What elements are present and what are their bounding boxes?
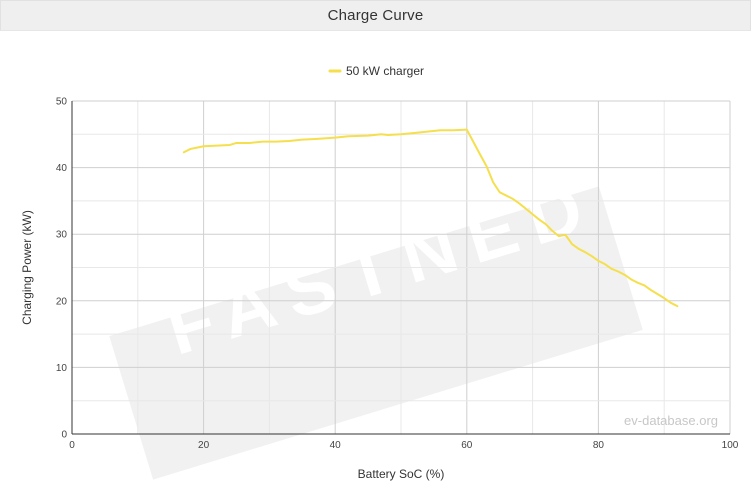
x-tick-label: 40 bbox=[330, 440, 342, 451]
y-tick-label: 50 bbox=[56, 97, 68, 108]
watermark-background bbox=[109, 186, 643, 480]
fastned-watermark: FASTNED bbox=[109, 162, 643, 480]
x-tick-label: 0 bbox=[69, 440, 75, 451]
series-line-0 bbox=[182, 128, 679, 308]
x-axis-ticks: 0 20 40 60 80 100 bbox=[69, 440, 739, 451]
chart-title: Charge Curve bbox=[327, 7, 424, 24]
chart-header: Charge Curve bbox=[0, 0, 751, 31]
y-tick-label: 20 bbox=[56, 296, 68, 307]
y-axis-ticks: 0 10 20 30 40 50 bbox=[56, 97, 68, 441]
x-tick-label: 80 bbox=[593, 440, 605, 451]
y-tick-label: 10 bbox=[56, 363, 68, 374]
y-tick-label: 40 bbox=[56, 163, 68, 174]
credit-text: ev-database.org bbox=[624, 413, 718, 428]
y-tick-label: 0 bbox=[61, 430, 67, 441]
x-tick-label: 100 bbox=[722, 440, 739, 451]
x-axis-title: Battery SoC (%) bbox=[358, 467, 445, 481]
legend-label: 50 kW charger bbox=[346, 64, 424, 78]
series-group bbox=[182, 128, 679, 308]
x-tick-label: 20 bbox=[198, 440, 210, 451]
legend[interactable]: 50 kW charger bbox=[328, 64, 424, 78]
y-axis-title: Charging Power (kW) bbox=[20, 210, 34, 325]
y-tick-label: 30 bbox=[56, 230, 68, 241]
x-tick-label: 60 bbox=[461, 440, 473, 451]
